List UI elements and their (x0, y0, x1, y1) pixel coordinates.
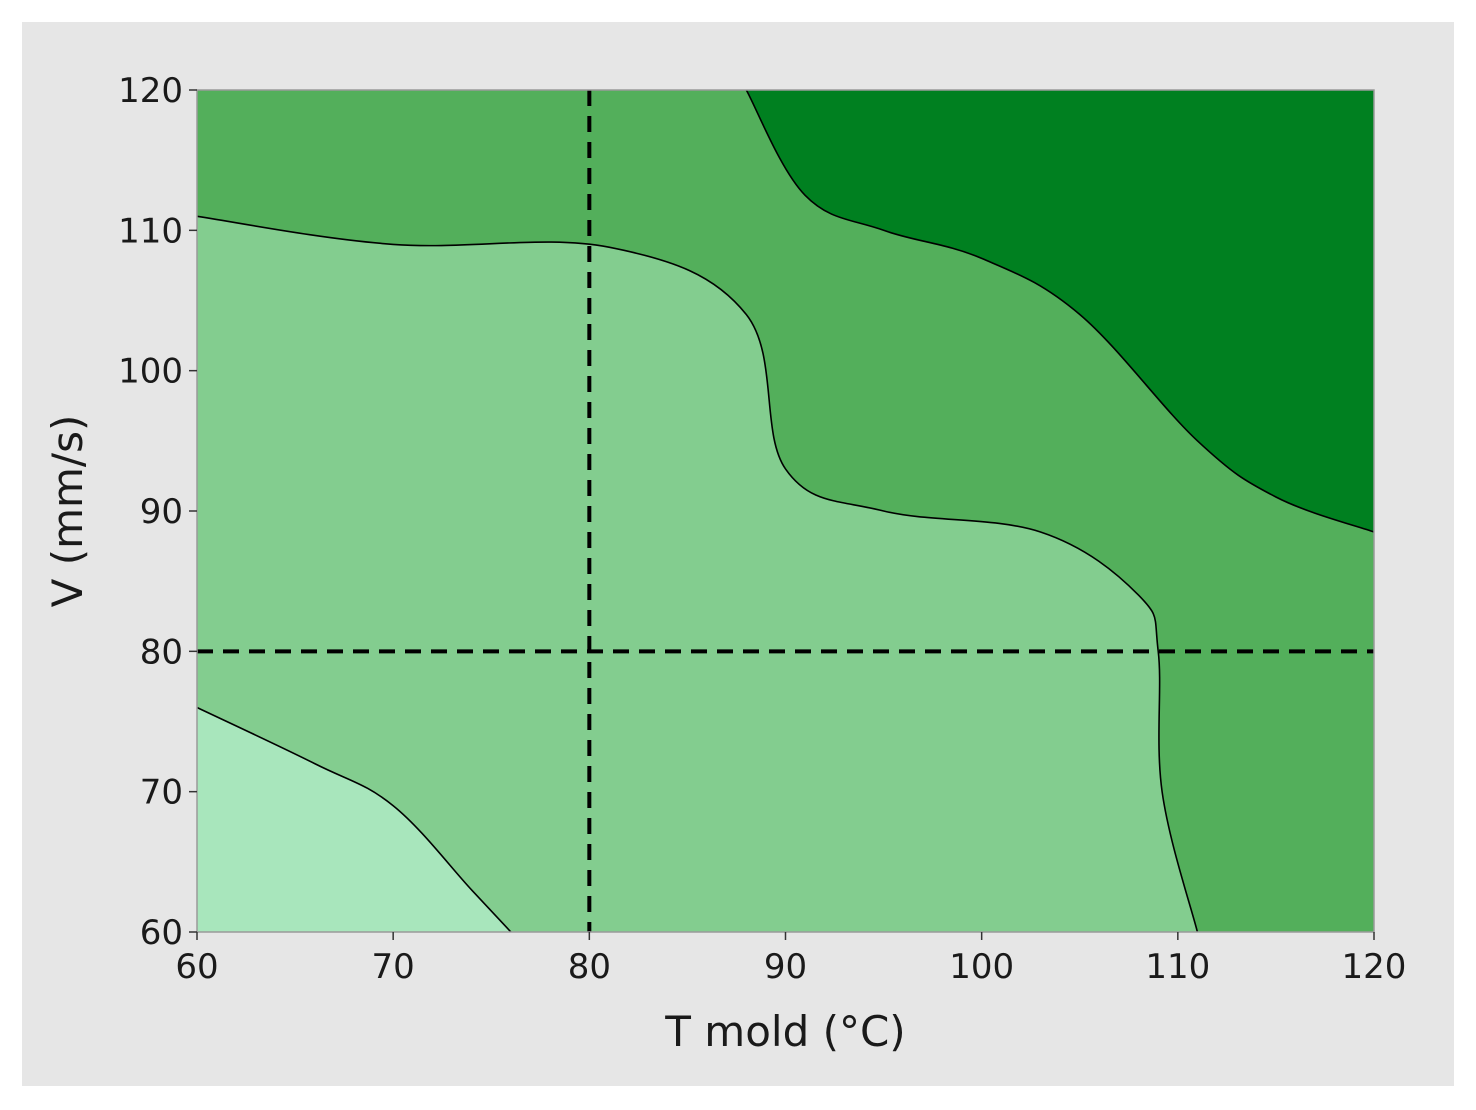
y-tick-label: 70 (140, 773, 183, 813)
x-tick-label: 120 (1342, 947, 1407, 987)
y-tick-label: 110 (118, 211, 183, 251)
y-tick-label: 80 (140, 632, 183, 672)
x-axis-title: T mold (°C) (664, 1007, 905, 1056)
y-tick-label: 90 (140, 492, 183, 532)
x-tick-label: 80 (568, 947, 611, 987)
plot-area (196, 89, 1375, 933)
y-axis-title: V (mm/s) (43, 415, 92, 608)
contour-line-level-3 (745, 89, 1375, 533)
y-tick-label: 120 (118, 71, 183, 111)
contour-line-level-2 (196, 215, 1199, 933)
x-tick-label: 60 (175, 947, 218, 987)
y-axis-ticks: 60 70 80 90 100 110 120 (118, 71, 197, 953)
y-tick-label: 100 (118, 352, 183, 392)
x-axis-ticks: 60 70 80 90 100 110 120 (175, 932, 1406, 987)
x-tick-label: 110 (1145, 947, 1210, 987)
y-tick-label: 60 (140, 913, 183, 953)
x-tick-label: 100 (949, 947, 1014, 987)
x-tick-label: 70 (372, 947, 415, 987)
x-tick-label: 90 (764, 947, 807, 987)
contour-region-level-1 (197, 707, 511, 932)
contour-region-level-4 (746, 90, 1374, 532)
contour-line-level-1 (196, 706, 512, 933)
